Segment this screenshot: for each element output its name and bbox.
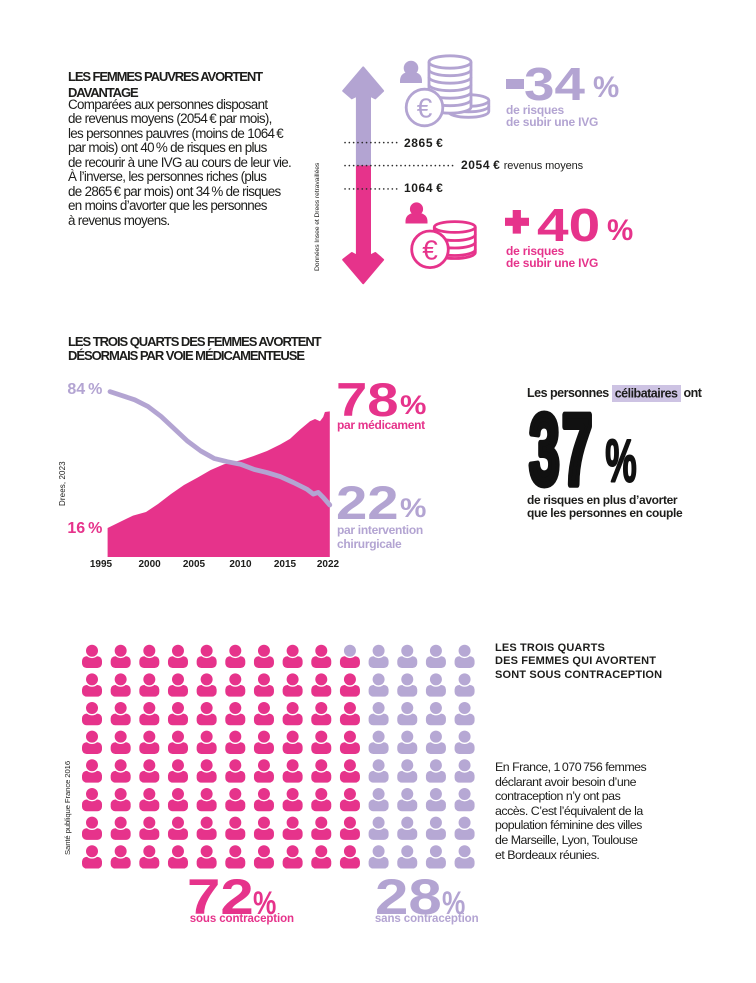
svg-text:€: €	[422, 234, 438, 265]
svg-text:€: €	[417, 93, 433, 124]
svg-text:%: %	[605, 428, 636, 495]
svg-text:37: 37	[529, 405, 595, 495]
